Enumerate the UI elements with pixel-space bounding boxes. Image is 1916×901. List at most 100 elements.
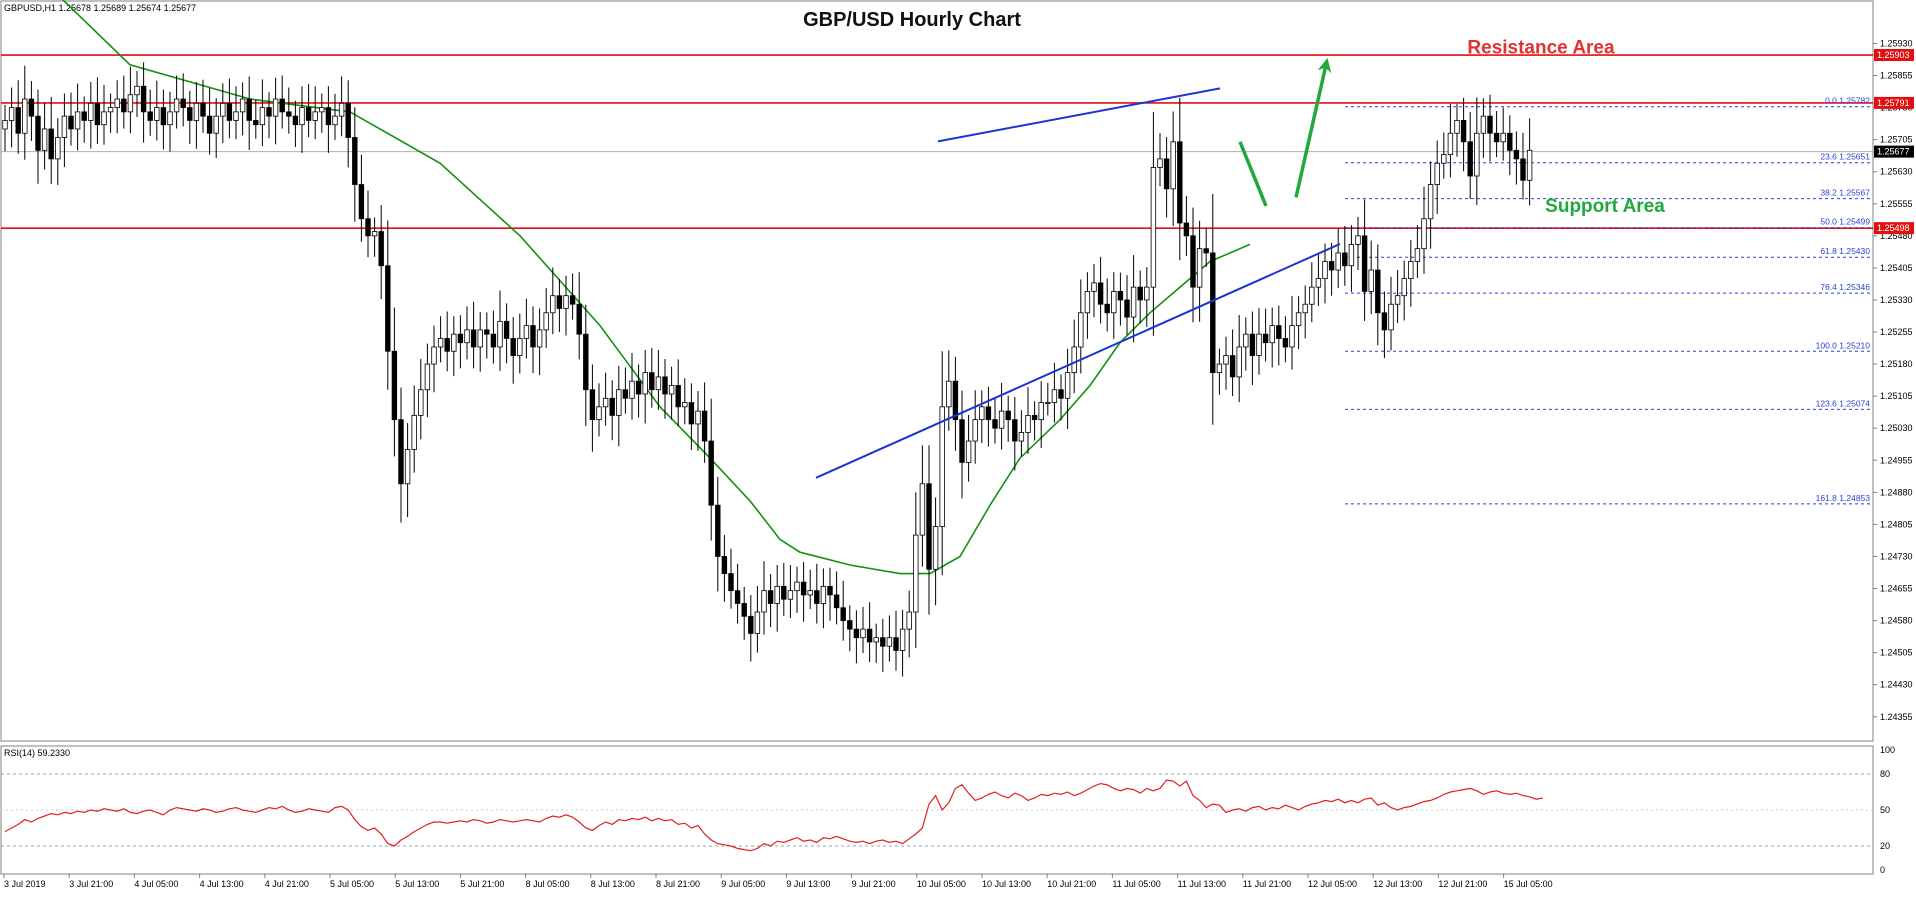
candle-body (1434, 162, 1440, 185)
candle-body (1071, 346, 1077, 374)
candle-body (147, 111, 153, 121)
candle-body (464, 329, 470, 344)
candle-body (107, 107, 114, 113)
candle-body (1474, 132, 1480, 177)
price-tick-label: 1.25180 (1880, 359, 1913, 369)
candle-body (319, 107, 325, 113)
candle-body (1170, 141, 1176, 190)
candle-body (1018, 432, 1025, 442)
candle-body (385, 265, 391, 352)
price-tag-label: 1.25791 (1877, 98, 1910, 108)
candle-body (1361, 235, 1368, 292)
candle-body (1335, 252, 1341, 271)
price-tick-label: 1.24730 (1880, 551, 1913, 561)
candle-body (1269, 325, 1275, 344)
candle-body (926, 483, 932, 570)
candle-body (312, 111, 318, 121)
candle-body (583, 333, 589, 391)
candle-body (1177, 141, 1183, 224)
candle-body (866, 628, 873, 643)
candle-body (88, 102, 94, 121)
candle-body (1368, 269, 1374, 292)
candle-body (477, 329, 483, 348)
candle-body (840, 607, 846, 621)
candle-body (279, 98, 285, 113)
price-tick-label: 1.25480 (1880, 231, 1913, 241)
candle-body (1104, 303, 1110, 314)
candle-body (563, 295, 569, 309)
candle-body (596, 406, 602, 421)
candle-body (1084, 291, 1091, 314)
candle-body (913, 534, 919, 613)
price-tick-label: 1.25555 (1880, 199, 1913, 209)
candle-body (28, 98, 35, 117)
candle-body (1137, 286, 1143, 301)
candle-body (121, 98, 127, 113)
x-tick-label: 15 Jul 05:00 (1504, 879, 1553, 889)
x-tick-label: 3 Jul 21:00 (69, 879, 113, 889)
candle-body (457, 333, 464, 344)
candle-body (1493, 132, 1500, 143)
candle-body (675, 385, 681, 408)
candle-body (972, 419, 978, 442)
price-tick-label: 1.25630 (1880, 167, 1913, 177)
candle-body (1111, 291, 1117, 314)
candle-body (187, 107, 193, 121)
candle-body (503, 320, 510, 339)
candle-body (814, 590, 820, 604)
fib-level-label: 50.0 1.25499 (1820, 217, 1870, 227)
candle-body (1236, 346, 1242, 378)
fib-level-label: 0.0 1.25782 (1825, 96, 1870, 106)
rsi-tick-label: 20 (1880, 841, 1890, 851)
price-tick-label: 1.24430 (1880, 680, 1913, 690)
candle-body (985, 406, 992, 421)
price-tag (1874, 222, 1914, 235)
candle-body (827, 585, 833, 596)
chart-title: GBP/USD Hourly Chart (803, 9, 1021, 31)
candle-body (1375, 269, 1381, 314)
candle-body (1025, 414, 1031, 433)
candle-body (1130, 286, 1137, 318)
x-tick-label: 12 Jul 13:00 (1373, 879, 1422, 889)
candle-body (1421, 218, 1427, 250)
price-tag (1874, 96, 1914, 109)
candle-body (1487, 115, 1493, 134)
candle-body (167, 111, 173, 126)
candle-body (1388, 303, 1394, 331)
candle-body (1012, 419, 1018, 442)
candle-body (114, 98, 120, 108)
candle-body (1355, 235, 1361, 245)
candle-body (1256, 333, 1262, 356)
candle-body (8, 107, 15, 121)
price-tick-label: 1.25255 (1880, 327, 1913, 337)
candle-body (404, 449, 411, 485)
candle-body (61, 115, 68, 138)
candle-body (371, 231, 378, 237)
x-tick-label: 9 Jul 13:00 (786, 879, 830, 889)
candle-body (1124, 299, 1130, 318)
candle-body (530, 325, 536, 348)
candle-body (721, 556, 728, 574)
x-tick-label: 5 Jul 21:00 (460, 879, 504, 889)
candle-body (1513, 149, 1520, 160)
candle-body (1117, 291, 1124, 301)
candle-body (649, 372, 655, 391)
candle-body (1401, 278, 1407, 297)
candle-body (1203, 248, 1209, 254)
candle-body (919, 483, 926, 536)
price-tag (1874, 49, 1914, 62)
candle-body (325, 107, 332, 126)
candle-body (616, 389, 622, 416)
x-tick-label: 9 Jul 05:00 (721, 879, 765, 889)
rsi-info: RSI(14) 59.2330 (4, 748, 70, 758)
x-tick-label: 4 Jul 13:00 (200, 879, 244, 889)
candle-body (1005, 410, 1011, 421)
candle-body (272, 98, 279, 117)
candle-body (576, 303, 582, 335)
candle-body (101, 111, 107, 126)
candle-body (952, 380, 959, 421)
candle-body (140, 85, 147, 113)
candle-body (886, 637, 893, 647)
candle-body (668, 385, 675, 395)
candle-body (180, 98, 186, 108)
